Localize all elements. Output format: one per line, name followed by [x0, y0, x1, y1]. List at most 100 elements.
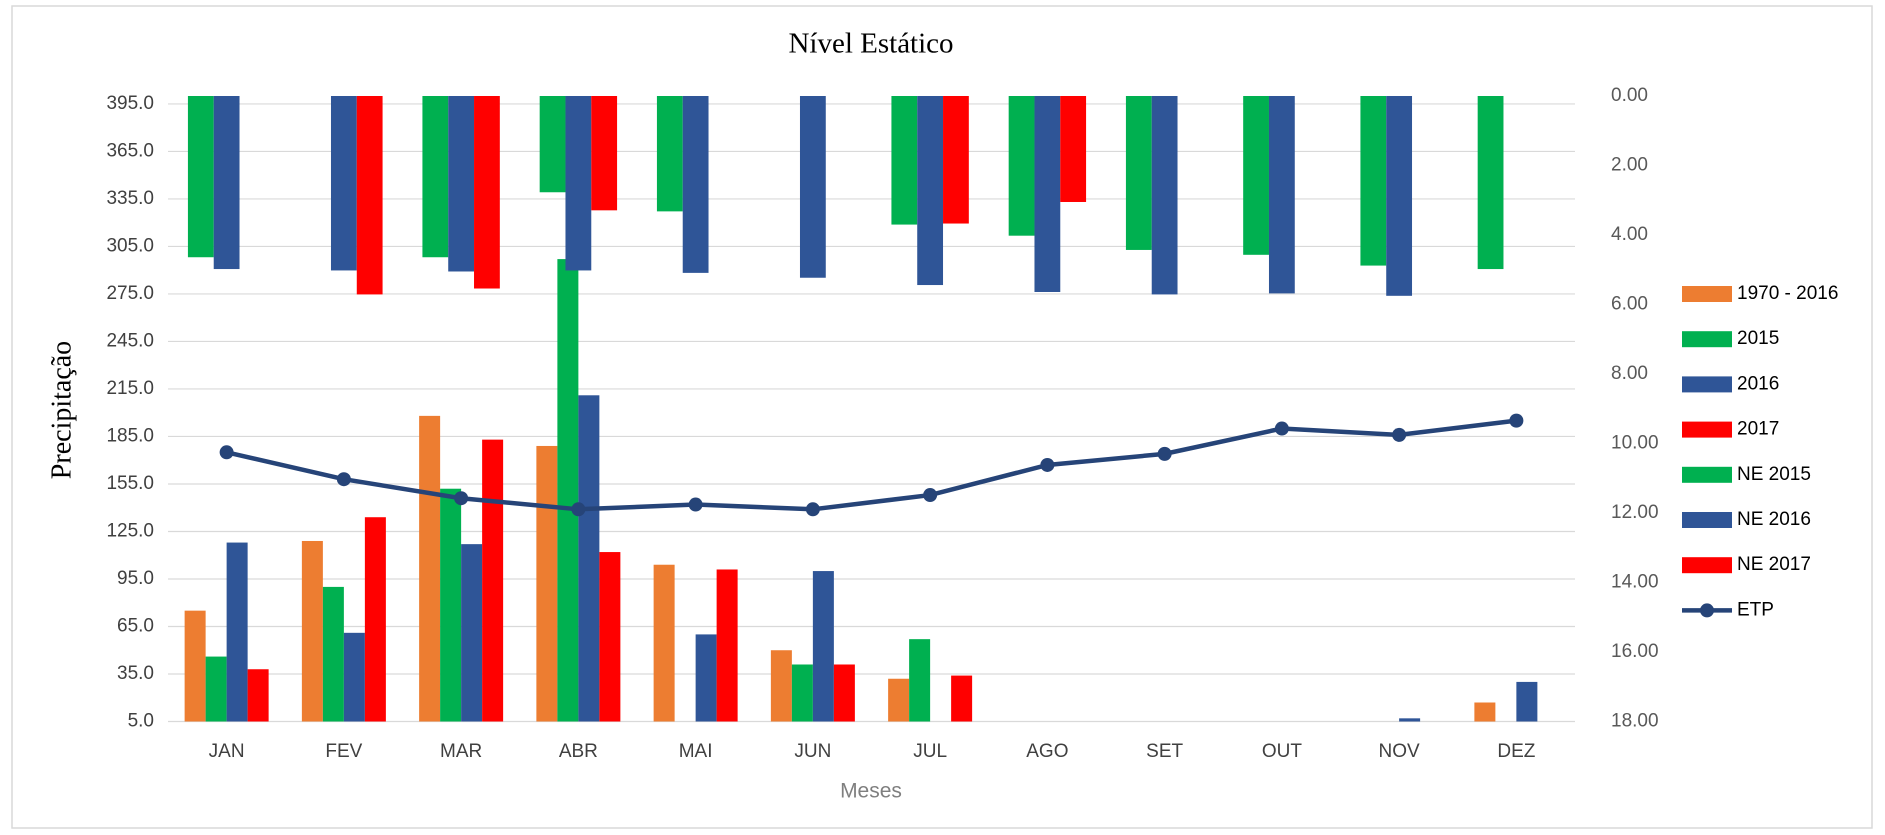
bar	[247, 669, 269, 722]
bar	[812, 571, 834, 722]
legend-swatch	[1682, 466, 1732, 483]
bar	[1151, 96, 1178, 295]
bar	[909, 639, 931, 722]
y-tick-label: 365.0	[106, 140, 154, 161]
bar	[187, 96, 214, 258]
bar	[1477, 96, 1504, 270]
y-tick-label: 335.0	[106, 188, 154, 209]
bar	[891, 96, 918, 225]
legend-label: NE 2015	[1737, 464, 1811, 485]
y2-tick-label: 4.00	[1611, 224, 1648, 245]
line-marker	[336, 472, 351, 487]
legend-label: 2015	[1737, 328, 1779, 349]
legend-label: NE 2017	[1737, 554, 1811, 575]
legend-swatch	[1682, 376, 1732, 393]
y-tick-label: 395.0	[106, 93, 154, 114]
y2-tick-label: 12.00	[1611, 502, 1659, 523]
x-tick-label: DEZ	[1497, 741, 1535, 762]
line-marker	[688, 497, 703, 512]
line-marker	[1040, 457, 1055, 472]
line	[226, 418, 1517, 512]
bar	[482, 439, 504, 722]
bar	[653, 564, 675, 722]
bar	[1125, 96, 1152, 250]
y2-tick-label: 10.00	[1611, 433, 1659, 454]
bar	[1034, 96, 1061, 292]
y2-tick-label: 2.00	[1611, 155, 1648, 176]
bar	[695, 634, 717, 722]
x-tick-label: JUN	[794, 741, 831, 762]
bar	[578, 395, 600, 722]
bar	[599, 552, 621, 722]
x-tick-label: JUL	[913, 741, 947, 762]
legend-swatch	[1682, 286, 1732, 302]
bar	[888, 678, 910, 722]
line-marker	[1509, 413, 1524, 428]
bar	[1268, 96, 1295, 294]
y-axis-label: Precipitação	[46, 341, 77, 479]
bar	[322, 586, 344, 722]
legend-label: ETP	[1737, 599, 1774, 620]
y-tick-label: 35.0	[117, 663, 154, 684]
chart-title: Nível Estático	[788, 28, 953, 60]
y-tick-label: 245.0	[106, 330, 154, 351]
bar	[184, 610, 206, 722]
x-tick-label: FEV	[325, 741, 362, 762]
legend-label: 1970 - 2016	[1737, 283, 1838, 304]
y2-tick-label: 16.00	[1611, 641, 1659, 662]
x-tick-label: ABR	[559, 741, 598, 762]
bar	[330, 96, 357, 271]
bar	[1399, 718, 1421, 722]
bar	[656, 96, 683, 212]
bar	[1008, 96, 1035, 236]
bar	[770, 650, 792, 722]
bar	[419, 415, 441, 722]
legend-label: 2016	[1737, 373, 1779, 394]
bar	[799, 96, 826, 278]
x-tick-label: MAI	[679, 741, 713, 762]
line-marker	[805, 502, 820, 517]
bar	[791, 664, 813, 722]
x-tick-label: JAN	[209, 741, 245, 762]
legend-swatch	[1682, 557, 1732, 574]
y2-tick-label: 0.00	[1611, 85, 1648, 106]
x-tick-label: OUT	[1262, 741, 1303, 762]
legend-label: 2017	[1737, 419, 1779, 440]
y2-tick-label: 18.00	[1611, 711, 1659, 732]
y-tick-label: 155.0	[106, 473, 154, 494]
bar	[536, 445, 558, 722]
bar	[1060, 96, 1087, 202]
x-tick-label: AGO	[1026, 741, 1068, 762]
bar	[448, 96, 475, 272]
legend-swatch	[1682, 512, 1732, 528]
bar	[226, 542, 248, 722]
legend-swatch	[1682, 421, 1732, 438]
y-tick-label: 5.0	[128, 711, 154, 732]
line-marker	[571, 502, 586, 517]
bar	[943, 96, 969, 224]
line-marker	[1392, 427, 1407, 442]
x-axis-label: Meses	[840, 780, 902, 803]
bar	[461, 544, 483, 722]
legend-swatch	[1682, 331, 1732, 348]
bar	[440, 488, 462, 722]
bar	[356, 96, 383, 295]
line-marker	[219, 445, 234, 460]
bar	[205, 656, 227, 722]
bar	[301, 540, 323, 722]
line-marker	[1274, 421, 1289, 436]
x-tick-label: NOV	[1379, 741, 1421, 762]
y-tick-label: 125.0	[106, 520, 154, 541]
bar	[364, 517, 386, 722]
bar	[716, 569, 738, 722]
bar	[539, 96, 566, 193]
bar	[343, 632, 365, 722]
y-tick-label: 185.0	[106, 425, 154, 446]
y-tick-label: 95.0	[117, 568, 154, 589]
line-marker	[454, 491, 469, 506]
y-tick-label: 305.0	[106, 235, 154, 256]
bar	[1474, 702, 1496, 722]
y-tick-label: 215.0	[106, 378, 154, 399]
